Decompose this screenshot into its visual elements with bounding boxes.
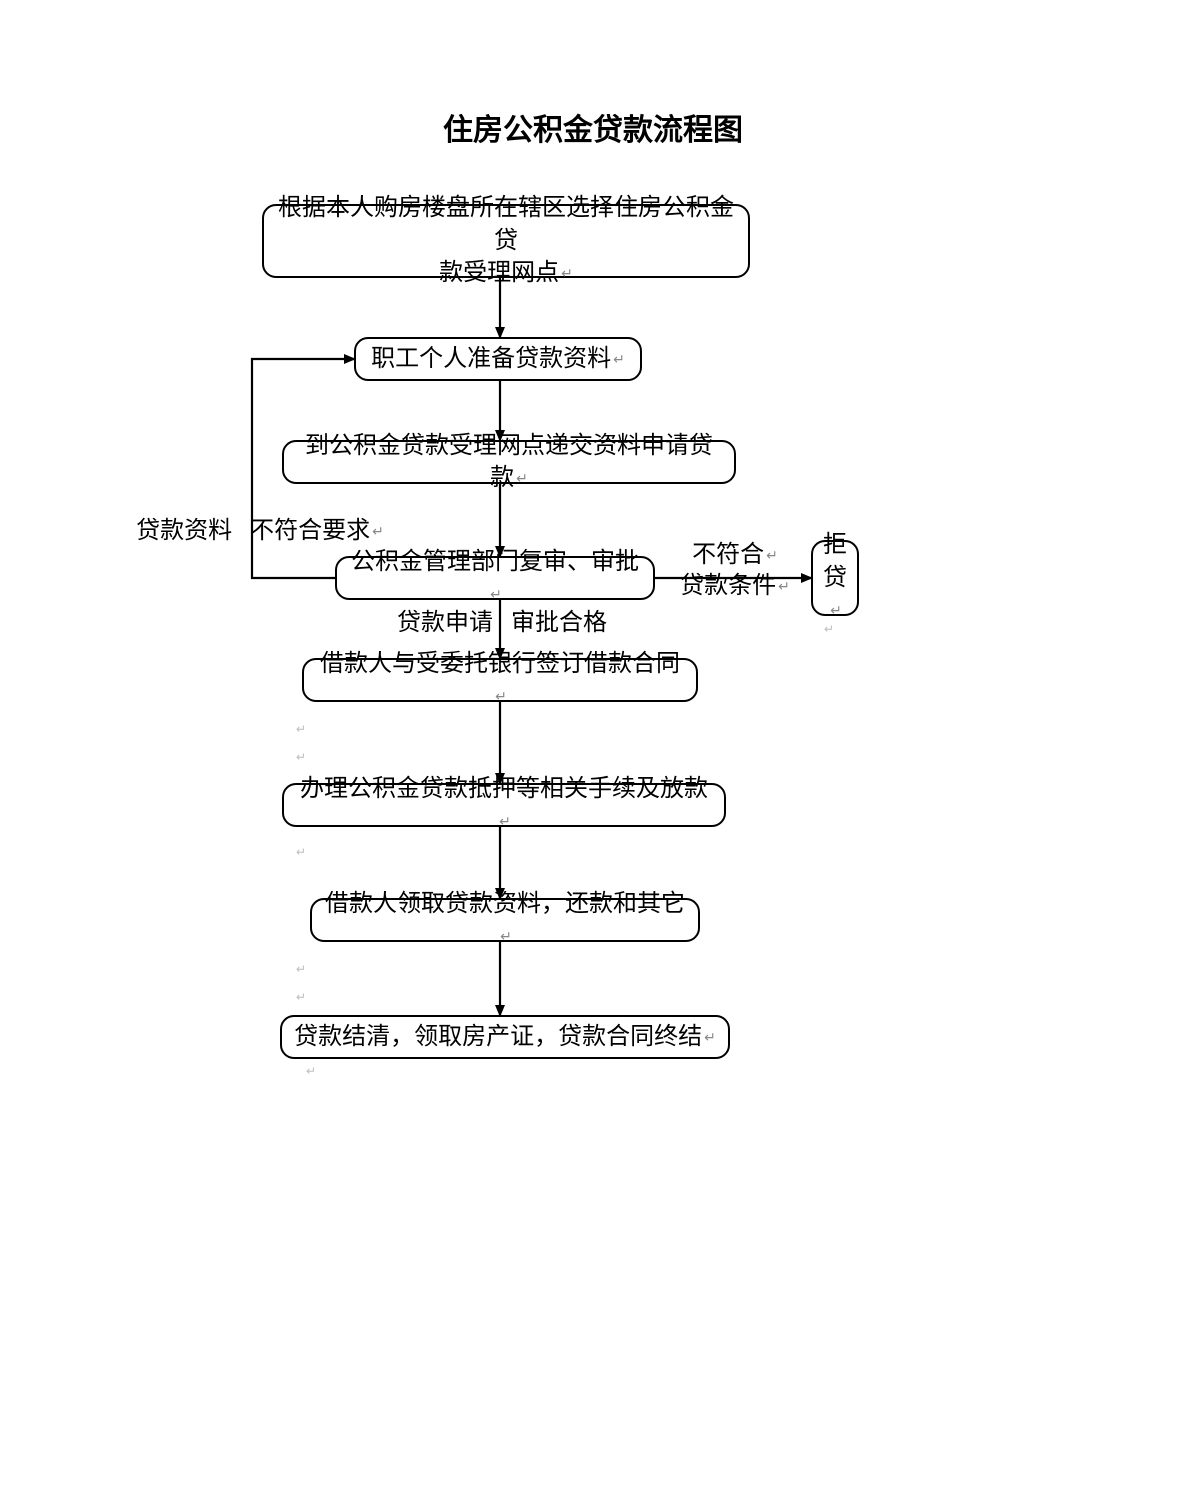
flow-node-n6: 办理公积金贷款抵押等相关手续及放款↵	[282, 783, 726, 827]
edge-label-l_loop: 贷款资料不符合要求↵	[110, 516, 410, 547]
cell-return-mark: ↵	[296, 990, 306, 1005]
flow-node-n4: 公积金管理部门复审、审批↵	[335, 556, 655, 600]
cell-return-mark: ↵	[296, 722, 306, 737]
edge-label-l_reject_fail: 不符合↵贷款条件↵	[660, 540, 810, 602]
cell-return-mark: ↵	[306, 1064, 316, 1079]
flow-node-nReject: 拒贷↵	[811, 540, 859, 616]
flow-node-n3: 到公积金贷款受理网点递交资料申请贷款↵	[282, 440, 736, 484]
edge-label-l_approve: 贷款申请审批合格	[362, 608, 642, 639]
page-title: 住房公积金贷款流程图	[0, 105, 1186, 149]
cell-return-mark: ↵	[296, 962, 306, 977]
cell-return-mark: ↵	[824, 622, 834, 637]
flow-node-n5: 借款人与受委托银行签订借款合同↵	[302, 658, 698, 702]
flow-node-n8: 贷款结清，领取房产证，贷款合同终结↵	[280, 1015, 730, 1059]
cell-return-mark: ↵	[296, 750, 306, 765]
cell-return-mark: ↵	[296, 845, 306, 860]
flowchart-page: 住房公积金贷款流程图 根据本人购房楼盘所在辖区选择住房公积金贷款受理网点↵ 职工个…	[0, 0, 1186, 1498]
flow-node-n7: 借款人领取贷款资料，还款和其它↵	[310, 898, 700, 942]
flow-node-n2: 职工个人准备贷款资料↵	[354, 337, 642, 381]
flow-node-n1: 根据本人购房楼盘所在辖区选择住房公积金贷款受理网点↵	[262, 204, 750, 278]
